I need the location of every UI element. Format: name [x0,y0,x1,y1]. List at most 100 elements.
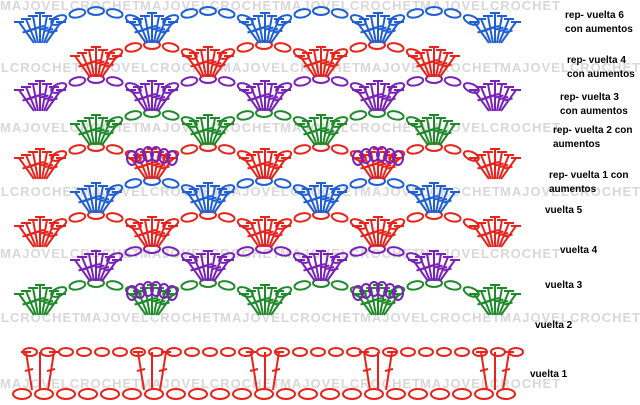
chain-stitch [218,184,236,196]
chain-stitch [384,283,396,299]
stitch-bar [212,62,222,66]
stitch-bar [316,127,326,131]
stitch-bar [96,60,105,65]
stitch-bar [49,97,58,102]
chain-stitch [364,347,380,357]
chain-stitch [68,212,87,223]
stitch-bar [156,232,166,236]
row-label: aumentos [553,139,601,150]
chain-stitch [275,14,293,26]
chain-stitch [236,110,255,121]
chain-stitch [349,42,368,53]
stitch-bar [208,128,217,133]
stitch-bar [495,26,504,31]
stitch-bar [382,96,392,100]
chain-stitch [452,388,472,400]
stitch-bar [96,196,105,201]
stitch-bar [325,62,335,66]
chain-stitch [474,388,494,400]
chain-stitch [40,347,56,357]
stitch-bar [495,298,504,303]
stitch-bar [325,198,335,202]
stitch-bar [91,263,101,267]
chain-stitch [188,388,208,400]
row-labels: rep- vuelta 6 con aumentos rep- vuelta 4 co… [530,10,635,380]
chain-stitch [236,246,255,257]
stitch-bar [387,165,396,170]
chain-stitch [238,347,254,357]
stitch-bar [387,97,396,102]
stitch-bar [373,93,383,97]
stitch-bar [330,63,339,68]
chain-stitch [105,212,124,223]
chain-stitch [275,218,293,230]
chain-stitch [408,388,428,400]
chain-stitch [352,150,364,166]
stitch-bar [378,94,387,99]
stitch-bar [156,96,166,100]
watermark: MAJOVELCROCHET [280,0,421,13]
chain-stitch [217,280,236,291]
stitch-bar [46,368,56,372]
stitch-bar [260,93,270,97]
chain-stitch [386,42,405,53]
stitch-bar [504,165,513,170]
stitch-bar [152,298,161,303]
chain-stitch [462,14,480,26]
watermark: MAJOVELCROCHET [0,310,81,325]
watermark: MAJOVELCROCHET [80,60,221,75]
stitch-bar [105,131,114,136]
stitch-bar [35,25,45,29]
chain-stitch [330,76,349,87]
chain-stitch [331,252,349,264]
chain-stitch [406,212,425,223]
chain-stitch [130,347,146,357]
stitch-bar [260,229,270,233]
chain-stitch [162,14,180,26]
stitch-bar [504,233,513,238]
chain-stitch [202,347,218,357]
chain-stitch [331,48,349,60]
chain-stitch [124,42,143,53]
watermark: MAJOVELCROCHET [220,60,361,75]
stitch-bar [325,266,335,270]
watermark: MAJOVELCROCHET [0,0,141,13]
stitch-bar [260,161,270,165]
stitch-bar [265,94,274,99]
stitch-bar [499,300,509,304]
row-label: vuelta 1 [530,369,568,380]
chain-stitch [386,178,405,189]
chain-stitch [386,388,406,400]
stitch-bar [373,161,383,165]
row-label: rep- vuelta 3 [560,92,619,103]
chain-stitch [142,146,154,162]
chain-stitch [148,347,164,357]
stitch-bar [387,29,396,34]
stitch-bar [373,25,383,29]
stitch-bar [217,131,226,136]
stitch-bar [362,368,372,372]
chain-stitch [443,144,462,155]
stitch-bar [147,93,157,97]
chain-stitch [346,347,362,357]
chain-stitch [386,246,405,257]
chain-stitch [508,347,524,357]
chain-stitch [368,146,380,162]
stitch-bar [105,63,114,68]
stitch-bar [330,199,339,204]
stitch-bar [443,199,452,204]
stitch-bar [382,28,392,32]
stitch-bar [35,161,45,165]
stitch-bar [269,300,279,304]
chain-stitch [218,48,236,60]
watermark: MAJOVELCROCHET [0,184,81,199]
chain-stitch [400,347,416,357]
chain-stitch [232,388,252,400]
stitch-bar [212,198,222,202]
watermark: MAJOVELCROCHET [140,376,281,391]
chain-stitch [217,76,236,87]
stitch-bar [434,128,443,133]
chain-stitch [150,281,162,297]
stitch-bar [382,232,392,236]
